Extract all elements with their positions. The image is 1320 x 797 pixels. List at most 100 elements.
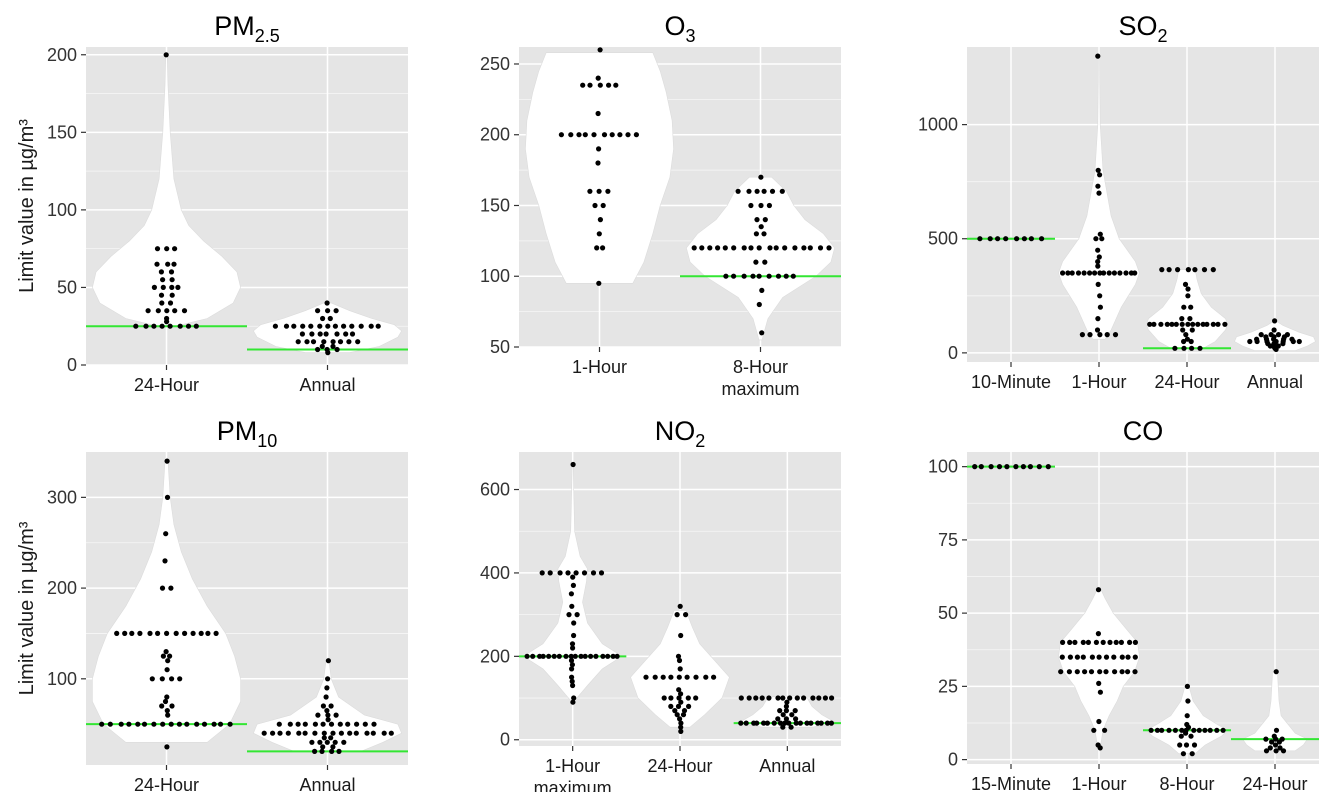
data-point bbox=[334, 331, 339, 336]
x-tick-label: 1-Hour bbox=[545, 756, 600, 776]
data-point bbox=[329, 703, 334, 708]
y-tick-label: 100 bbox=[928, 457, 958, 477]
data-point bbox=[1068, 655, 1073, 660]
data-point bbox=[364, 731, 369, 736]
data-point bbox=[160, 324, 165, 329]
data-point bbox=[597, 189, 602, 194]
data-point bbox=[557, 654, 562, 659]
data-point bbox=[165, 459, 170, 464]
data-point bbox=[742, 245, 747, 250]
data-point bbox=[1097, 655, 1102, 660]
chart-panel-5: 02004006001-Hourmaximum24-Hour AnnualNO2 bbox=[480, 416, 841, 792]
data-point bbox=[205, 631, 210, 636]
data-point bbox=[693, 675, 698, 680]
data-point bbox=[1105, 332, 1110, 337]
data-point bbox=[341, 324, 346, 329]
chart-title-subscript: 2 bbox=[695, 431, 705, 451]
data-point bbox=[169, 722, 174, 727]
data-point bbox=[165, 708, 170, 713]
data-point bbox=[186, 324, 191, 329]
data-point bbox=[311, 339, 316, 344]
data-point bbox=[1181, 305, 1186, 310]
data-point bbox=[1185, 322, 1190, 327]
data-point bbox=[693, 695, 698, 700]
data-point bbox=[317, 740, 322, 745]
data-point bbox=[754, 231, 759, 236]
data-point bbox=[317, 324, 322, 329]
data-point bbox=[594, 245, 599, 250]
data-point bbox=[1095, 54, 1100, 59]
data-point bbox=[1098, 232, 1103, 237]
data-point bbox=[600, 245, 605, 250]
data-point bbox=[182, 308, 187, 313]
data-point bbox=[320, 316, 325, 321]
data-point bbox=[1149, 728, 1154, 733]
y-axis-label: Limit value in µg/m³ bbox=[16, 119, 38, 293]
data-point bbox=[1076, 270, 1081, 275]
data-point bbox=[1274, 669, 1279, 674]
data-point bbox=[605, 189, 610, 194]
data-point bbox=[1075, 655, 1080, 660]
data-point bbox=[780, 189, 785, 194]
data-point bbox=[661, 675, 666, 680]
data-point bbox=[291, 324, 296, 329]
data-point bbox=[546, 654, 551, 659]
y-tick-label: 0 bbox=[500, 730, 510, 750]
data-point bbox=[1101, 640, 1106, 645]
data-point bbox=[296, 722, 301, 727]
data-point bbox=[334, 308, 339, 313]
data-point bbox=[977, 236, 982, 241]
x-tick-label: 8-Hour bbox=[1159, 774, 1214, 792]
data-point bbox=[731, 274, 736, 279]
data-point bbox=[1181, 346, 1186, 351]
data-point bbox=[723, 274, 728, 279]
data-point bbox=[146, 308, 151, 313]
data-point bbox=[643, 675, 648, 680]
data-point bbox=[819, 721, 824, 726]
data-point bbox=[1180, 322, 1185, 327]
data-point bbox=[1197, 346, 1202, 351]
data-point bbox=[775, 716, 780, 721]
data-point bbox=[1190, 327, 1195, 332]
data-point bbox=[1277, 745, 1282, 750]
data-point bbox=[1114, 640, 1119, 645]
data-point bbox=[1202, 728, 1207, 733]
data-point bbox=[325, 324, 330, 329]
data-point bbox=[1132, 669, 1137, 674]
data-point bbox=[1172, 346, 1177, 351]
data-point bbox=[678, 633, 683, 638]
data-point bbox=[288, 722, 293, 727]
data-point bbox=[328, 735, 333, 740]
data-point bbox=[369, 324, 374, 329]
data-point bbox=[573, 654, 578, 659]
data-point bbox=[1060, 640, 1065, 645]
data-point bbox=[775, 695, 780, 700]
data-point bbox=[1254, 337, 1259, 342]
data-point bbox=[662, 695, 667, 700]
data-point bbox=[169, 285, 174, 290]
data-point bbox=[1183, 332, 1188, 337]
y-tick-label: 100 bbox=[47, 669, 77, 689]
data-point bbox=[1263, 334, 1268, 339]
data-point bbox=[160, 586, 165, 591]
data-point bbox=[801, 245, 806, 250]
x-tick-label: 10-Minute bbox=[971, 372, 1051, 392]
data-point bbox=[165, 658, 170, 663]
data-point bbox=[826, 245, 831, 250]
data-point bbox=[1111, 655, 1116, 660]
data-point bbox=[988, 236, 993, 241]
data-point bbox=[601, 203, 606, 208]
data-point bbox=[736, 189, 741, 194]
data-point bbox=[322, 735, 327, 740]
data-point bbox=[324, 708, 329, 713]
data-point bbox=[541, 654, 546, 659]
data-point bbox=[723, 245, 728, 250]
data-point bbox=[1263, 737, 1268, 742]
data-point bbox=[758, 203, 763, 208]
data-point bbox=[169, 676, 174, 681]
data-point bbox=[583, 654, 588, 659]
data-point bbox=[322, 731, 327, 736]
data-point bbox=[324, 685, 329, 690]
data-point bbox=[1184, 722, 1189, 727]
data-point bbox=[566, 612, 571, 617]
